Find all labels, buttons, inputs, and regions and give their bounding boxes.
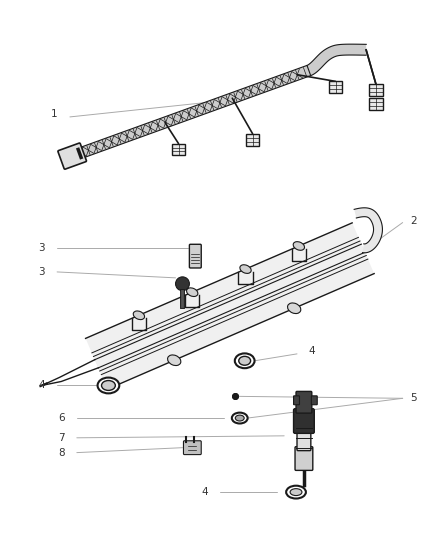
Text: 4: 4 xyxy=(39,381,45,391)
Ellipse shape xyxy=(286,486,305,498)
FancyBboxPatch shape xyxy=(297,429,310,450)
Ellipse shape xyxy=(133,311,144,320)
Text: 4: 4 xyxy=(201,487,208,497)
Text: 3: 3 xyxy=(39,267,45,277)
Text: 7: 7 xyxy=(58,433,65,443)
Text: 5: 5 xyxy=(410,393,416,403)
Polygon shape xyxy=(306,44,365,76)
FancyBboxPatch shape xyxy=(328,82,342,93)
FancyBboxPatch shape xyxy=(368,84,382,96)
Text: 6: 6 xyxy=(58,413,65,423)
Ellipse shape xyxy=(287,303,300,313)
Ellipse shape xyxy=(186,288,198,296)
Ellipse shape xyxy=(239,265,251,273)
Text: 3: 3 xyxy=(39,243,45,253)
FancyBboxPatch shape xyxy=(368,98,382,110)
Text: 2: 2 xyxy=(410,215,416,225)
Polygon shape xyxy=(353,208,381,253)
Text: 4: 4 xyxy=(308,346,315,356)
Polygon shape xyxy=(85,223,373,389)
FancyBboxPatch shape xyxy=(245,134,259,146)
Polygon shape xyxy=(95,244,364,368)
Ellipse shape xyxy=(97,377,119,393)
Polygon shape xyxy=(75,66,310,159)
Ellipse shape xyxy=(235,415,244,421)
Text: 1: 1 xyxy=(50,109,57,119)
Circle shape xyxy=(175,277,189,290)
Ellipse shape xyxy=(293,241,304,251)
Ellipse shape xyxy=(101,381,115,390)
Text: 8: 8 xyxy=(58,448,65,458)
FancyBboxPatch shape xyxy=(293,409,314,433)
FancyBboxPatch shape xyxy=(183,441,201,455)
FancyBboxPatch shape xyxy=(293,396,299,405)
Ellipse shape xyxy=(234,353,254,368)
FancyBboxPatch shape xyxy=(295,391,311,413)
FancyBboxPatch shape xyxy=(294,447,312,471)
FancyBboxPatch shape xyxy=(189,244,201,268)
Ellipse shape xyxy=(167,355,180,366)
Ellipse shape xyxy=(238,357,250,365)
FancyBboxPatch shape xyxy=(171,143,185,156)
FancyBboxPatch shape xyxy=(311,396,317,405)
Ellipse shape xyxy=(290,489,301,496)
Ellipse shape xyxy=(231,413,247,424)
FancyBboxPatch shape xyxy=(58,143,86,169)
